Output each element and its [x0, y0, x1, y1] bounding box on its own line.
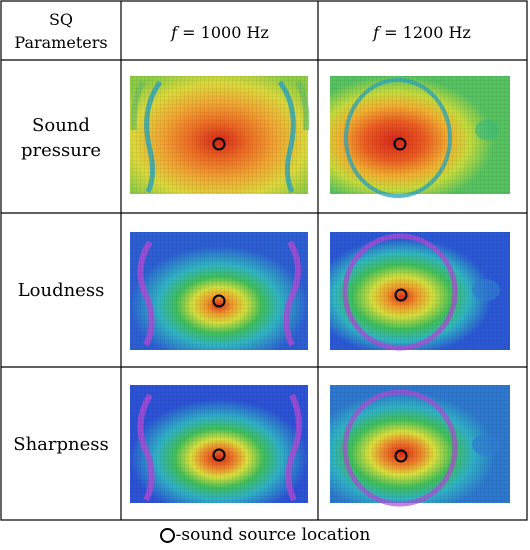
row-label-sound: Sound [32, 115, 90, 136]
header-row: SQ Parameters f = 1000 Hz f = 1200 Hz [14, 10, 470, 52]
source-marker-icon [212, 137, 226, 151]
map-sharpness-1000hz [130, 385, 308, 503]
header-label-parameters: Parameters [14, 33, 107, 52]
source-marker-icon [394, 449, 408, 463]
row-label-sharpness: Sharpness [13, 434, 109, 455]
source-marker-icon [212, 448, 226, 462]
freq-var: f [170, 23, 180, 42]
freq-value: = 1200 Hz [379, 23, 471, 42]
sq-parameter-table: SQ Parameters f = 1000 Hz f = 1200 Hz So… [0, 0, 528, 521]
header-label-sq: SQ [49, 10, 73, 29]
map-sound-pressure-1200hz [330, 76, 510, 198]
legend-caption: -sound source location [0, 522, 530, 548]
source-marker-icon [212, 294, 226, 308]
circle-marker-icon [159, 527, 175, 543]
freq-value: = 1000 Hz [177, 23, 269, 42]
legend-text: -sound source location [175, 525, 371, 545]
map-sound-pressure-1000hz [130, 76, 310, 194]
map-loudness-1200hz [330, 232, 510, 351]
map-loudness-1000hz [130, 232, 308, 350]
freq-var: f [372, 23, 382, 42]
table-grid [0, 0, 528, 521]
row-label-loudness: Loudness [18, 280, 105, 301]
source-marker-icon [394, 288, 408, 302]
source-marker-icon [393, 137, 407, 151]
map-sharpness-1200hz [330, 385, 510, 507]
column-header-1200hz: f = 1200 Hz [372, 23, 471, 42]
row-labels: Sound pressure Loudness Sharpness [13, 115, 109, 455]
row-label-pressure: pressure [21, 140, 101, 161]
column-header-1000hz: f = 1000 Hz [170, 23, 269, 42]
